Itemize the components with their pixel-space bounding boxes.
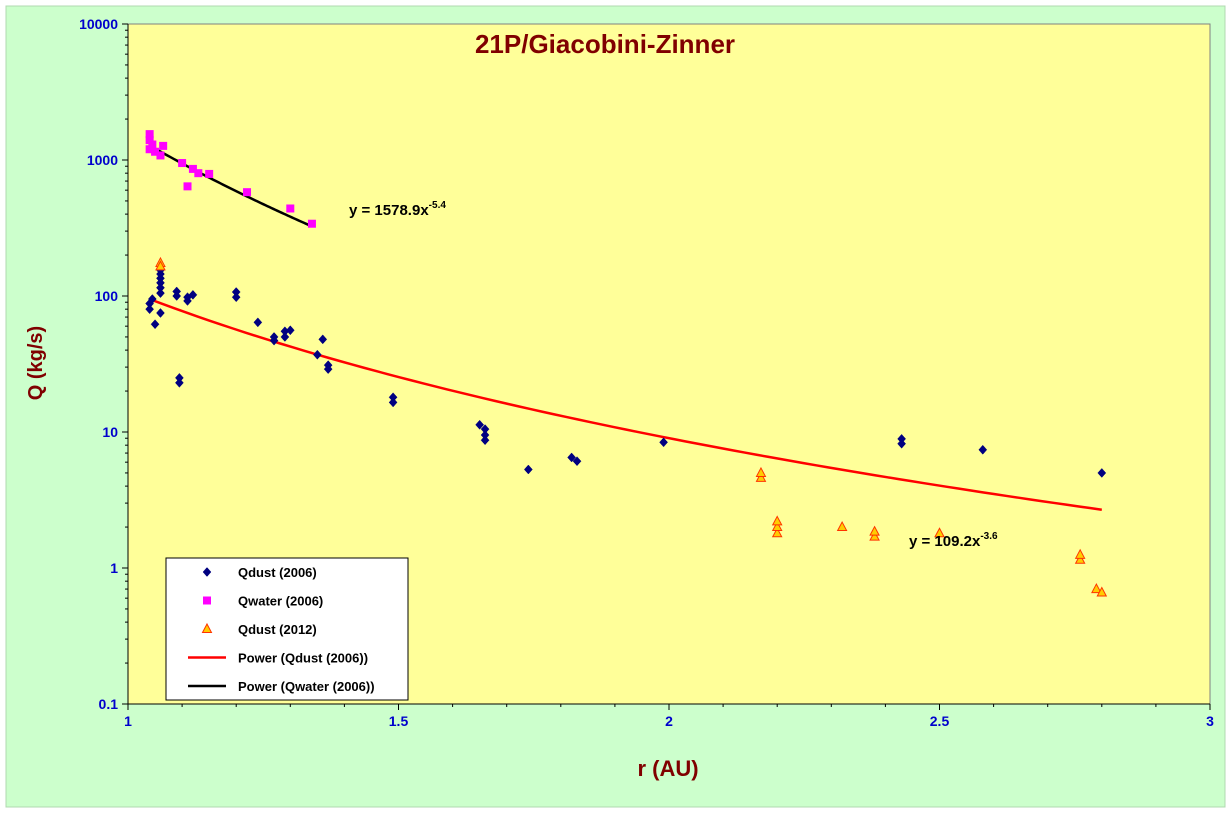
qdust-2006-point — [150, 319, 160, 330]
qdust-2006-point — [231, 287, 241, 297]
qdust-2006-point — [318, 334, 328, 345]
qwater-2006-point — [145, 145, 154, 154]
x-tick-label: 3 — [1206, 713, 1214, 729]
axes: 0.1 1 10 100 1000 10000 1 1.5 2 2.5 3 — [79, 16, 1214, 729]
trendline-power-qdust-2006 — [149, 297, 1102, 511]
legend-box — [165, 557, 409, 701]
qdust-2012-point — [1091, 582, 1102, 594]
trendline-equation-water-base: y = 1578.9x — [349, 202, 429, 219]
qdust-2012-point — [1074, 553, 1086, 564]
qdust-2012-point — [869, 525, 880, 536]
qdust-2006-point — [269, 332, 279, 342]
legend-label: Qdust (2012) — [238, 622, 317, 637]
qdust-2006-point — [285, 325, 295, 336]
qwater-2006-point — [205, 169, 214, 178]
qdust-2006-point — [323, 360, 333, 371]
qdust-2006-point — [388, 397, 398, 408]
qdust-2012-point — [771, 527, 783, 538]
x-tick-label: 2.5 — [930, 713, 950, 729]
qdust-2006-point — [572, 456, 582, 467]
qdust-2012-point — [1074, 548, 1086, 559]
qwater-2006-point — [156, 151, 165, 160]
chart-title: 21P/Giacobini-Zinner — [475, 29, 735, 59]
qdust-2012-point — [771, 520, 783, 532]
qdust-2006-point — [231, 292, 241, 303]
qdust-2012-point — [869, 530, 880, 541]
legend-label: Qwater (2006) — [238, 594, 323, 609]
x-tick-label: 1.5 — [389, 713, 409, 729]
qwater-2006-point — [148, 140, 157, 149]
qdust-2006-point — [175, 373, 184, 383]
trendline-equation-dust-base: y = 109.2x — [909, 533, 981, 550]
qdust-2006-point — [253, 317, 263, 328]
qdust-2012-point — [836, 520, 848, 532]
qwater-2006-point — [183, 182, 192, 191]
qdust-2006-point — [156, 308, 165, 318]
qwater-2006-point — [286, 204, 295, 213]
qdust-2012-point — [755, 466, 767, 477]
legend-label: Power (Qdust (2006)) — [238, 651, 368, 666]
qdust-2006-point — [480, 435, 490, 446]
qdust-2006-point — [1097, 468, 1107, 478]
qdust-2006-point — [978, 444, 988, 455]
trendline-equation-dust-exponent: -3.6 — [980, 531, 998, 542]
qdust-2006-point — [175, 377, 184, 388]
legend-label: Power (Qwater (2006)) — [238, 679, 375, 694]
trendline-equation-water-exponent: -5.4 — [429, 200, 447, 211]
qdust-2006-point — [480, 424, 490, 434]
y-tick-label: 1 — [110, 560, 118, 576]
qwater-2006-point — [159, 141, 168, 150]
qdust-2006-point — [388, 392, 398, 403]
qdust-2006-point — [156, 288, 165, 298]
trendline-equation-water: y = 1578.9x-5.4 — [349, 200, 446, 219]
qwater-2006-point — [188, 164, 197, 173]
qdust-2012-point — [1096, 586, 1108, 597]
trendline-equation-dust: y = 109.2x-3.6 — [909, 531, 998, 550]
qdust-2012-point — [155, 260, 166, 271]
legend: Qdust (2006) Qwater (2006) Qdust (2012) Pow… — [165, 557, 409, 701]
qdust-2006-point — [524, 464, 533, 475]
qdust-2006-point — [280, 332, 290, 342]
qdust-2006-point — [156, 282, 165, 293]
legend-marker — [202, 567, 212, 577]
y-tick-label: 0.1 — [99, 696, 119, 712]
qdust-2006-point — [897, 434, 906, 444]
qdust-2006-point — [567, 452, 576, 463]
qdust-2006-point — [145, 304, 154, 315]
qwater-2006-point — [194, 169, 203, 178]
qdust-2012-point — [755, 471, 767, 482]
qwater-2006-point — [145, 136, 154, 145]
y-tick-label: 1000 — [87, 152, 118, 168]
x-tick-label: 1 — [124, 713, 132, 729]
legend-label: Qdust (2006) — [238, 565, 317, 580]
legend-marker — [201, 622, 213, 633]
y-tick-label: 100 — [95, 288, 119, 304]
qwater-2006-point — [243, 188, 252, 197]
qwater-2006-point — [151, 147, 160, 156]
qwater-2006-point — [145, 130, 154, 139]
y-tick-label: 10000 — [79, 16, 118, 32]
y-axis-title: Q (kg/s) — [25, 326, 47, 400]
qdust-2006-point — [188, 289, 198, 300]
x-tick-label: 2 — [665, 713, 673, 729]
qdust-2006-point — [659, 437, 668, 448]
y-tick-label: 10 — [102, 424, 118, 440]
data-points — [145, 130, 1108, 597]
qwater-2006-point — [307, 219, 316, 228]
qdust-2006-point — [148, 294, 157, 304]
qdust-2006-point — [475, 419, 484, 430]
qdust-2012-point — [771, 515, 783, 526]
qdust-2006-point — [480, 430, 490, 440]
qdust-2006-point — [172, 286, 182, 297]
trendline-power-qwater-2006 — [149, 144, 313, 228]
trendlines — [149, 144, 1102, 511]
qdust-2012-point — [934, 527, 945, 538]
legend-marker — [203, 596, 211, 605]
qwater-2006-point — [178, 159, 187, 168]
x-axis-title: r (AU) — [637, 756, 698, 781]
qdust-2006-point — [313, 349, 322, 360]
